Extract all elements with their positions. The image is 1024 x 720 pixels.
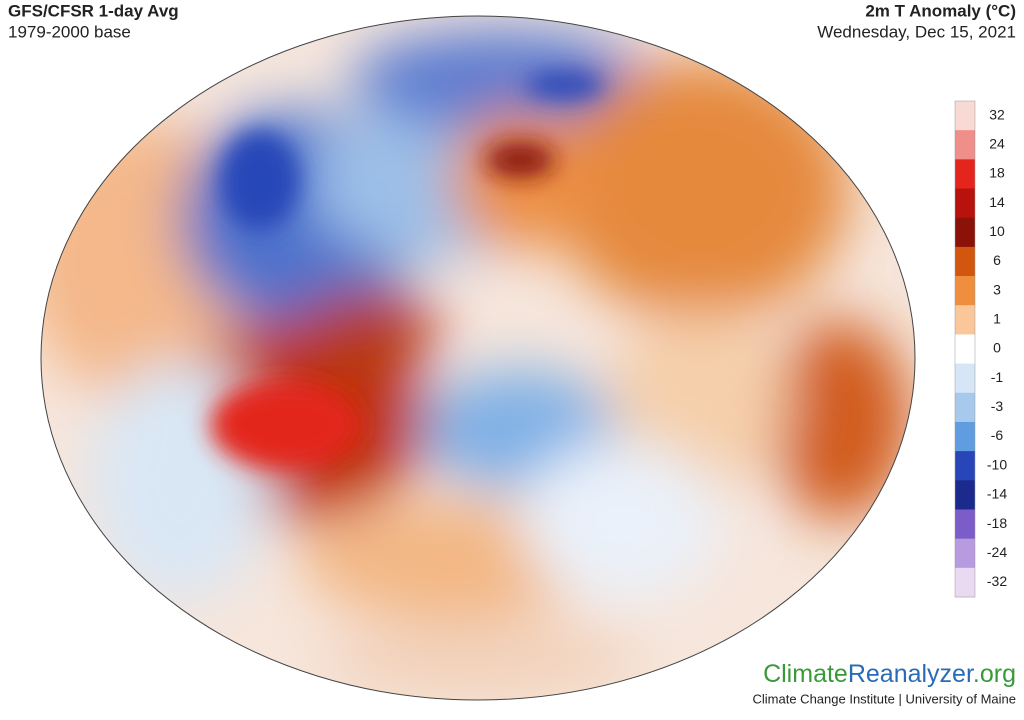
colorbar-label: 18 bbox=[989, 165, 1005, 181]
colorbar-band bbox=[955, 217, 975, 248]
colorbar-band bbox=[955, 480, 975, 510]
logo-part: Reanalyzer bbox=[848, 660, 974, 688]
colorbar-band bbox=[955, 188, 975, 219]
colorbar-label: -6 bbox=[991, 427, 1004, 443]
colorbar-band bbox=[955, 451, 975, 481]
colorbar-label: 24 bbox=[989, 135, 1005, 151]
colorbar-band bbox=[955, 567, 975, 598]
colorbar-label: -14 bbox=[987, 486, 1007, 502]
colorbar-label: -18 bbox=[987, 515, 1007, 531]
colorbar-label: 0 bbox=[993, 340, 1001, 356]
map-subtitle: 1979-2000 base bbox=[8, 22, 131, 41]
logo-part: .org bbox=[973, 660, 1016, 688]
colorbar-label: -24 bbox=[987, 544, 1007, 560]
colorbar-band bbox=[955, 421, 975, 452]
colorbar-label: -10 bbox=[987, 456, 1007, 472]
colorbar-label: 32 bbox=[989, 106, 1005, 122]
colorbar-band bbox=[955, 305, 975, 335]
logo-part: Climate bbox=[763, 660, 848, 688]
colorbar-band bbox=[955, 538, 975, 569]
map-title: GFS/CFSR 1-day Avg bbox=[8, 1, 179, 20]
colorbar-band bbox=[955, 334, 975, 365]
logo: ClimateReanalyzer.org bbox=[763, 660, 1016, 688]
colorbar-label: -1 bbox=[991, 369, 1004, 385]
colorbar-band bbox=[955, 392, 975, 423]
logo-credit: Climate Change Institute | University of… bbox=[753, 691, 1017, 706]
colorbar-band bbox=[955, 246, 975, 277]
variable-label: 2m T Anomaly (°C) bbox=[865, 1, 1016, 20]
colorbar-label: 10 bbox=[989, 223, 1005, 239]
colorbar-band bbox=[955, 509, 975, 540]
colorbar-band bbox=[955, 101, 975, 131]
colorbar-label: 3 bbox=[993, 281, 1001, 297]
colorbar-label: -32 bbox=[987, 573, 1007, 589]
colorbar-label: -3 bbox=[991, 398, 1004, 414]
colorbar-label: 1 bbox=[993, 311, 1001, 327]
colorbar-band bbox=[955, 276, 975, 306]
colorbar-label: 14 bbox=[989, 194, 1005, 210]
globe-outline bbox=[40, 15, 916, 701]
colorbar-label: 6 bbox=[993, 252, 1001, 268]
colorbar-band bbox=[955, 363, 975, 394]
colorbar-band bbox=[955, 159, 975, 190]
colorbar-band bbox=[955, 130, 975, 160]
colorbar-frame bbox=[954, 100, 976, 598]
date-label: Wednesday, Dec 15, 2021 bbox=[817, 22, 1016, 41]
